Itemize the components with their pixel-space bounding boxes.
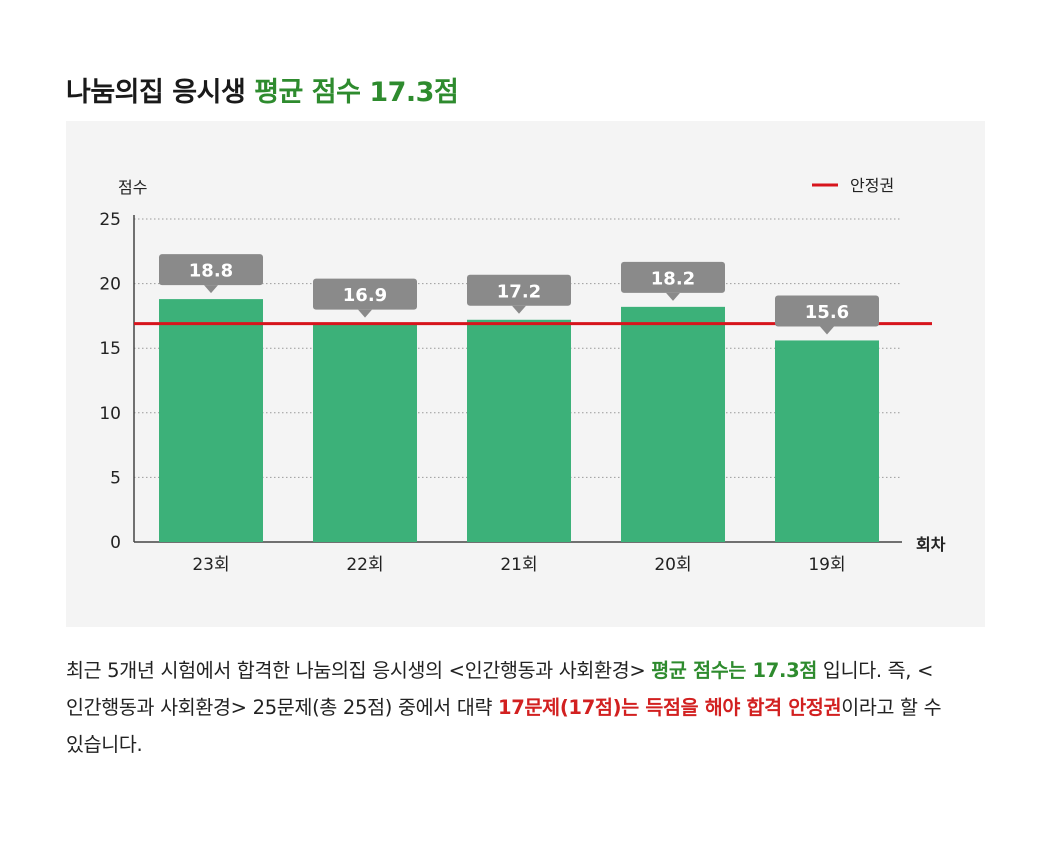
data-label-box-3 (621, 261, 725, 293)
data-labels: 18.8 16.9 17.2 18.2 15.6 (159, 254, 879, 335)
description-highlight-safe-zone: 17문제(17점)는 득점을 해야 합격 안정권 (498, 696, 842, 719)
bars (159, 299, 879, 542)
data-label-0: 18.8 (189, 261, 233, 282)
data-label-1: 16.9 (343, 285, 387, 306)
title-highlight: 평균 점수 17.3점 (254, 77, 459, 108)
description-part-3: 이라고 할 수 있습니다. (66, 696, 942, 756)
data-label-box-4 (775, 295, 879, 327)
data-label-pointer-2 (512, 305, 526, 314)
y-tick-label-20: 20 (99, 275, 121, 295)
data-label-box-1 (313, 278, 417, 310)
data-label-pointer-1 (358, 309, 372, 318)
bar-3 (621, 306, 725, 542)
bar-2 (467, 319, 571, 542)
data-label-3: 18.2 (651, 268, 695, 289)
x-tick-label-1: 22회 (346, 555, 383, 575)
data-label-box-0 (159, 254, 263, 286)
description-part-2: 입니다. 즉, <인간행동과 사회환경> 25문제(총 25점) 중에서 대략 (66, 659, 934, 719)
data-label-2: 17.2 (497, 281, 541, 302)
bar-1 (313, 323, 417, 542)
description-paragraph: 최근 5개년 시험에서 합격한 나눔의집 응시생의 <인간행동과 사회환경> 평… (66, 652, 991, 763)
y-tick-label-0: 0 (110, 533, 121, 553)
legend: 안정권 (812, 176, 894, 195)
x-axis-title: 회차 (916, 535, 946, 554)
data-label-pointer-3 (666, 292, 680, 301)
data-label-4: 15.6 (805, 302, 849, 323)
title-main: 나눔의집 응시생 (66, 77, 246, 108)
x-tick-label-0: 23회 (192, 555, 229, 575)
y-tick-label-10: 10 (99, 404, 121, 424)
x-tick-label-2: 21회 (500, 555, 537, 575)
page-title: 나눔의집 응시생 평균 점수 17.3점 (66, 70, 459, 109)
data-label-pointer-4 (820, 326, 834, 335)
x-tick-label-3: 20회 (654, 555, 691, 575)
y-axis-title: 점수 (118, 178, 147, 197)
y-tick-label-25: 25 (99, 210, 121, 230)
data-label-box-2 (467, 274, 571, 306)
bar-0 (159, 299, 263, 542)
description-part-1: 최근 5개년 시험에서 합격한 나눔의집 응시생의 <인간행동과 사회환경> (66, 659, 652, 682)
data-label-pointer-0 (204, 285, 218, 294)
y-tick-label-15: 15 (99, 339, 121, 359)
bar-4 (775, 340, 879, 542)
legend-label: 안정권 (850, 176, 894, 195)
y-tick-label-5: 5 (110, 468, 121, 488)
x-tick-label-4: 19회 (808, 555, 845, 575)
description-highlight-average: 평균 점수는 17.3점 (651, 659, 818, 682)
